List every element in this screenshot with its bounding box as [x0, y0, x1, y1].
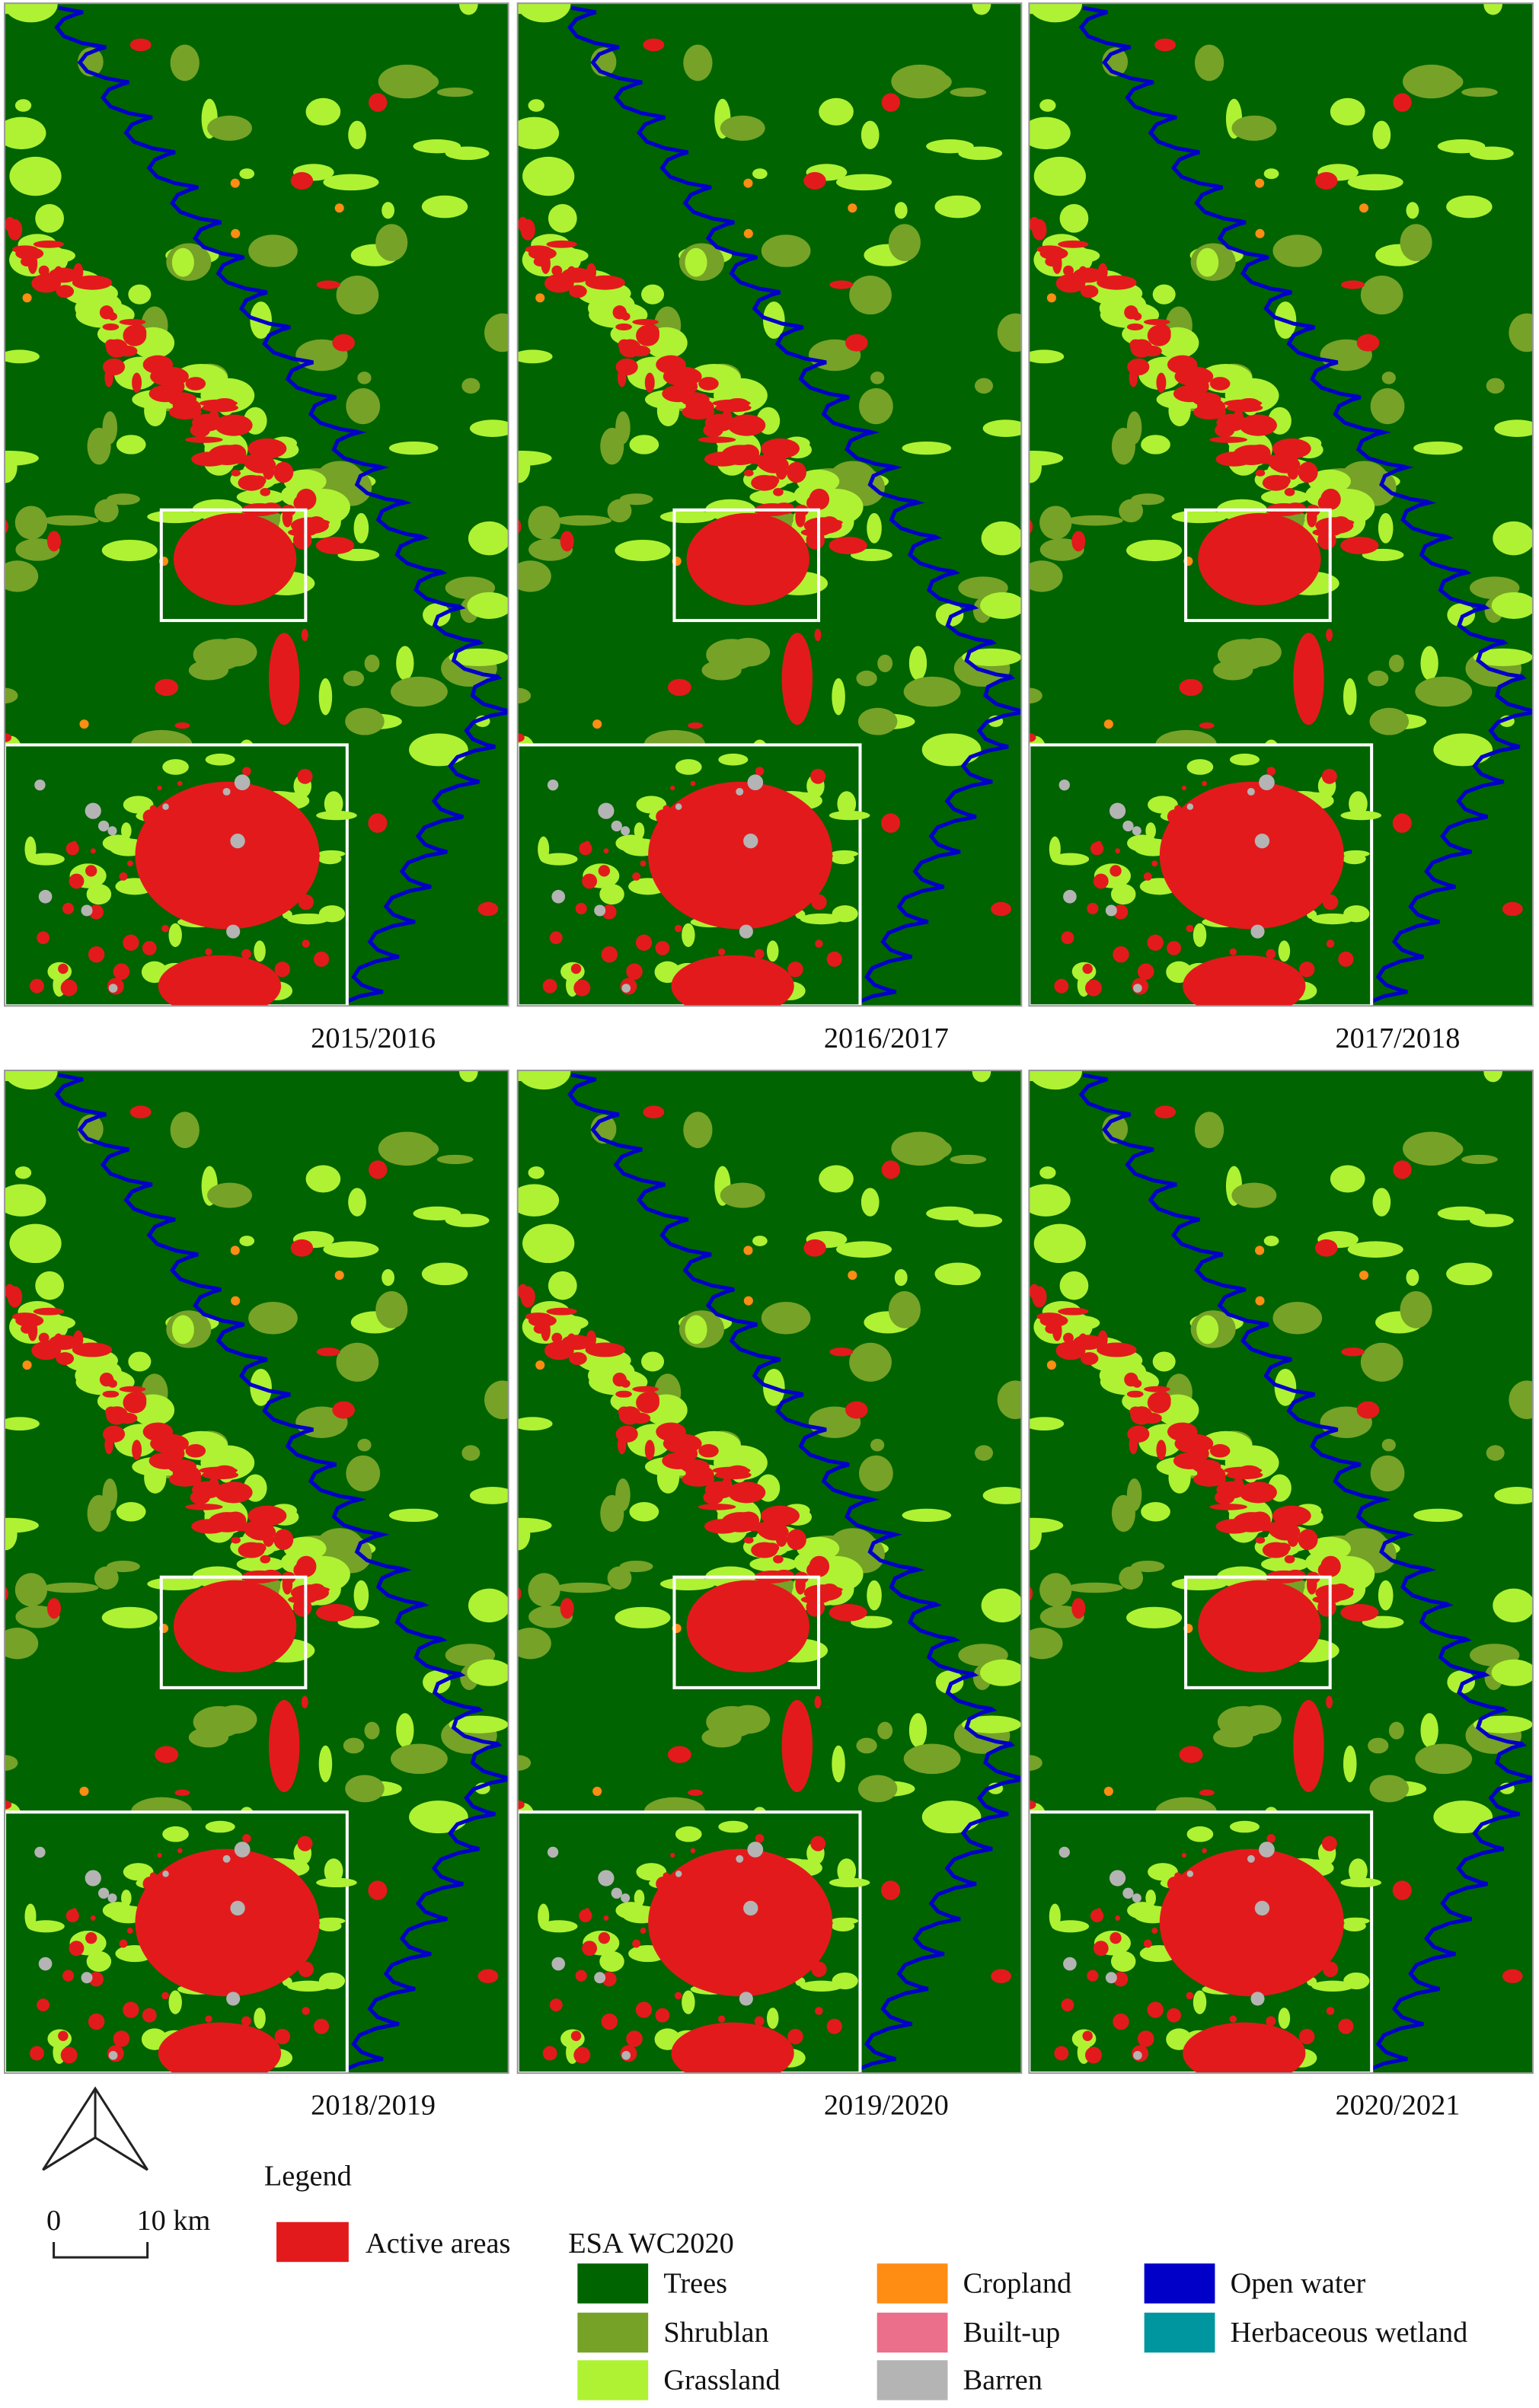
panel-labels: 2015/2016 2016/2017 2017/2018 2018/2019 2019…: [311, 1022, 1460, 2122]
scale-end: 10 km: [136, 2205, 210, 2237]
legend-label: Herbaceous wetland: [1231, 2317, 1468, 2349]
scale-line: [53, 2241, 149, 2259]
legend-swatch: [577, 2360, 649, 2400]
classification-title: ESA WC2020: [568, 2228, 734, 2260]
scale-bar: 0 10 km: [46, 2205, 211, 2259]
legend-swatch: [577, 2312, 649, 2353]
panel-border: [516, 2, 1023, 1007]
panel-border: [4, 2, 509, 1007]
panel-border: [4, 1070, 509, 2075]
map-panel: [0, 0, 521, 1016]
map-panel: [1004, 0, 1539, 1016]
legend-label: Cropland: [963, 2268, 1072, 2300]
legend-label: Trees: [663, 2268, 727, 2300]
scale-start: 0: [46, 2205, 61, 2237]
panels: [0, 0, 1539, 2084]
panel-label: 2015/2016: [311, 1022, 436, 1054]
map-panel: [493, 1054, 1033, 2084]
legend-swatch: [577, 2263, 649, 2304]
legend-swatch: [276, 2221, 349, 2263]
map-panel: [1004, 1054, 1539, 2084]
legend-label: Active areas: [366, 2228, 510, 2260]
panel-label: 2017/2018: [1335, 1022, 1460, 1054]
legend-label: Shrublan: [663, 2317, 768, 2349]
map-panel: [0, 1054, 521, 2084]
panel-label: 2016/2017: [824, 1022, 949, 1054]
legend-swatch: [1144, 2263, 1215, 2304]
legend-label: Built-up: [963, 2317, 1061, 2349]
north-arrow: [42, 2086, 148, 2171]
legend-swatch: [876, 2312, 948, 2353]
legend-label: Grassland: [663, 2365, 780, 2397]
panel-label: 2019/2020: [824, 2090, 949, 2122]
panel-label: 2018/2019: [311, 2090, 436, 2122]
legend: Active areas Trees Shrublan Grassland Cropla…: [276, 2221, 1468, 2400]
map-panel: [493, 0, 1033, 1016]
legend-swatch: [1144, 2312, 1215, 2353]
legend-label: Barren: [963, 2365, 1042, 2397]
legend-swatch: [876, 2263, 948, 2304]
legend-swatch: [876, 2360, 948, 2400]
panel-border: [1028, 1070, 1534, 2075]
legend-title: Legend: [264, 2160, 352, 2192]
panel-border: [516, 1070, 1023, 2075]
panel-border: [1028, 2, 1534, 1007]
legend-label: Open water: [1231, 2268, 1366, 2300]
panel-label: 2020/2021: [1335, 2090, 1460, 2122]
